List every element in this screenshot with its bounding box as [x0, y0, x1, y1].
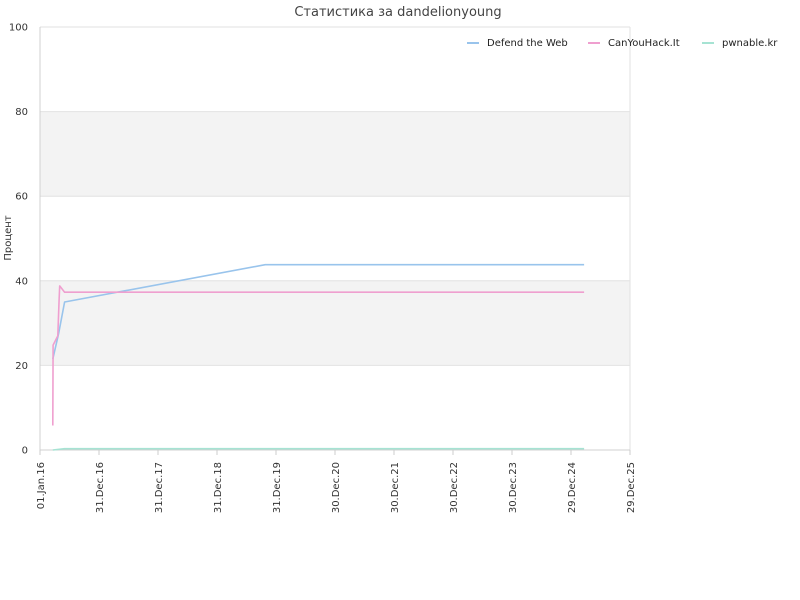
background-band [40, 280, 630, 366]
x-tick-label: 31.Dec.16 [95, 462, 106, 513]
y-axis-label: Процент [3, 215, 14, 260]
legend-label: pwnable.kr [722, 38, 778, 49]
series-lines [52, 263, 585, 451]
y-tick-label: 80 [15, 107, 28, 118]
gridlines [40, 26, 630, 451]
chart-title: Статистика за dandelionyoung [294, 5, 501, 20]
x-tick-label: 30.Dec.23 [508, 462, 519, 513]
y-tick-label: 100 [9, 23, 28, 34]
axes [39, 27, 631, 451]
y-tick-label: 0 [22, 446, 28, 457]
series-line-pwnable-kr [52, 447, 585, 451]
legend-label: CanYouHack.It [608, 38, 680, 49]
y-tick-label: 40 [15, 276, 28, 287]
legend-label: Defend the Web [487, 38, 568, 49]
x-tick-label: 30.Dec.20 [331, 462, 342, 513]
x-tick-label: 31.Dec.18 [213, 462, 224, 513]
x-tick-label: 30.Dec.21 [390, 462, 401, 513]
y-tick-label: 60 [15, 192, 28, 203]
x-tick-label: 01.Jan.16 [36, 462, 47, 509]
legend: Defend the Web CanYouHack.It pwnable.kr [467, 38, 778, 49]
y-tick-label: 20 [15, 361, 28, 372]
x-tick-label: 31.Dec.17 [154, 462, 165, 513]
background-bands [40, 111, 630, 366]
background-band [40, 111, 630, 197]
series-line-defend-the-web [52, 263, 585, 360]
x-tick-label: 29.Dec.24 [567, 462, 578, 513]
x-tick-label: 30.Dec.22 [449, 462, 460, 513]
y-tick-labels: 0 20 40 60 80 100 [9, 23, 28, 457]
x-tick-label: 31.Dec.19 [272, 462, 283, 513]
series-line-canyouhack-it [52, 285, 585, 426]
x-tick-labels: 01.Jan.16 31.Dec.16 31.Dec.17 31.Dec.18 31.D… [36, 450, 637, 513]
x-tick-label: 29.Dec.25 [626, 462, 637, 513]
